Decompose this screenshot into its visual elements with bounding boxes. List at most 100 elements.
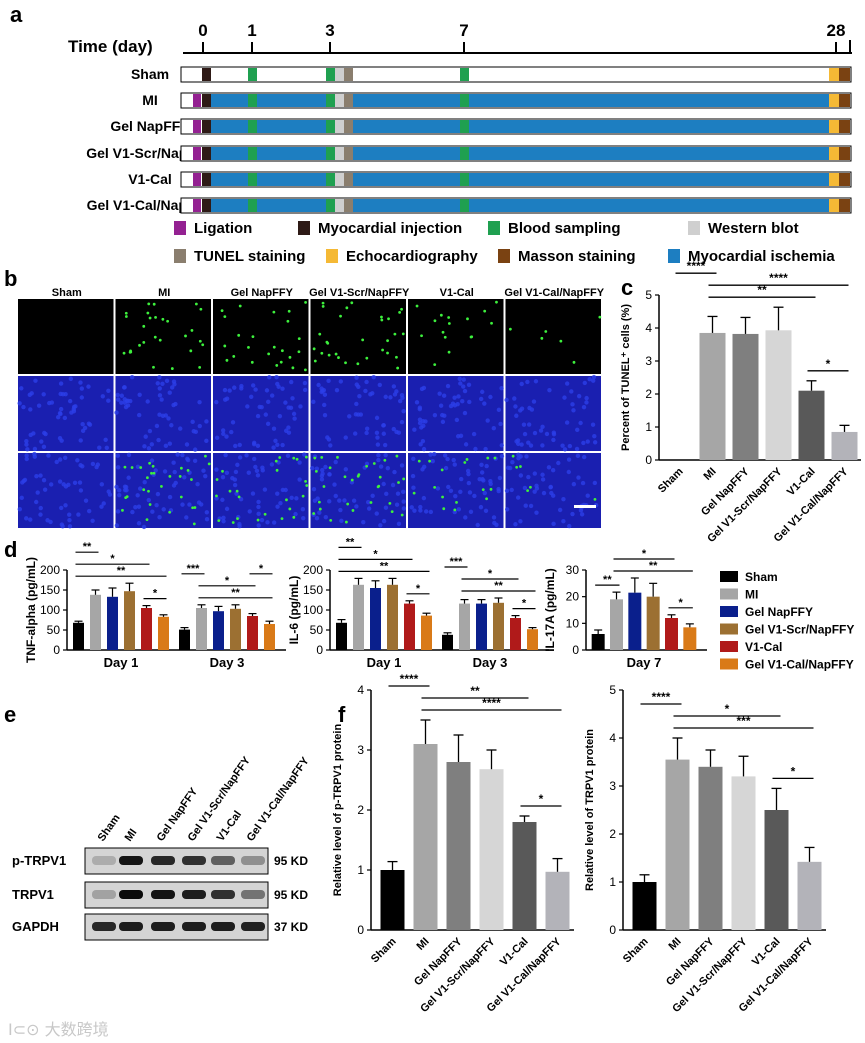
nucleus-dot [322, 392, 328, 397]
x-tick-label: MI [414, 936, 431, 953]
legend-swatch [174, 221, 186, 235]
bar-gel-v1-scr-napffy-day-3 [230, 608, 241, 650]
nucleus-dot [496, 407, 502, 413]
ischemia-segment [211, 120, 829, 133]
nucleus-dot [237, 455, 243, 460]
nucleus-dot [580, 480, 586, 486]
nucleus-dot [485, 418, 490, 423]
panel-a-timeline: a Time (day) 0 1 3 7 28 Sham MI Gel NapFFY Gel … [10, 2, 852, 265]
nucleus-dot [221, 519, 226, 524]
tunel-positive-dot [161, 317, 165, 321]
nucleus-dot [521, 422, 527, 427]
nucleus-dot [25, 447, 30, 452]
nucleus-dot [59, 438, 64, 443]
nucleus-dot [411, 485, 416, 490]
nucleus-dot [401, 499, 406, 504]
tunel-positive-dot [275, 468, 279, 472]
nucleus-dot [564, 420, 570, 425]
timeline-row-v1-cal: V1-Cal [128, 171, 852, 188]
nucleus-dot [351, 498, 357, 503]
bar-gel-v1-cal-napffy-day-1 [158, 616, 169, 650]
tunel-positive-dot [267, 352, 271, 356]
nucleus-dot [106, 388, 111, 394]
nucleus-dot [184, 515, 189, 520]
tunel-positive-dot [160, 485, 163, 488]
bar-v1-cal-day-1 [404, 603, 415, 650]
y-axis-label: IL-6 (pg/mL) [287, 576, 301, 645]
nucleus-dot [256, 511, 261, 517]
nucleus-dot [518, 454, 523, 459]
nucleus-dot [468, 509, 474, 515]
nucleus-dot [143, 434, 148, 439]
bar-sham [632, 882, 657, 930]
nucleus-dot [33, 378, 38, 383]
y-axis: 0 10 20 30 [566, 563, 587, 657]
blot-band [119, 856, 143, 865]
bar-gel-v1-cal-napffy-day-7 [683, 627, 697, 650]
bar-gel-napffy [732, 333, 759, 460]
nucleus-dot [354, 401, 359, 407]
nucleus-dot [265, 520, 270, 525]
nucleus-dot [388, 395, 393, 400]
nucleus-dot [78, 380, 83, 385]
tunel-positive-dot [287, 309, 291, 313]
nucleus-dot [441, 393, 447, 398]
tunel-positive-dot [344, 361, 347, 365]
nucleus-dot [445, 383, 451, 389]
nucleus-dot [460, 399, 465, 404]
nucleus-dot [99, 482, 105, 487]
significance-label: * [522, 598, 527, 610]
tunel-positive-dot [223, 315, 227, 319]
nucleus-dot [28, 517, 33, 522]
tunel-positive-dot [272, 310, 276, 314]
tunel-positive-dot [247, 346, 250, 349]
nucleus-dot [115, 509, 121, 514]
nucleus-dot [333, 493, 338, 499]
echo-segment [829, 173, 839, 186]
significance-label: **** [769, 271, 788, 285]
nucleus-dot [435, 486, 441, 491]
tunel-positive-dot [228, 489, 232, 493]
bar-mi [699, 332, 726, 460]
nucleus-dot [347, 414, 352, 419]
nucleus-dot [538, 428, 544, 433]
bar-v1-cal [798, 390, 825, 460]
nucleus-dot [371, 375, 376, 380]
significance-label: * [373, 548, 378, 560]
nucleus-dot [141, 524, 147, 530]
legend-label: Blood sampling [508, 220, 621, 237]
column-label: Sham [52, 287, 82, 299]
nucleus-dot [514, 413, 519, 418]
nucleus-dot [19, 495, 24, 501]
nucleus-dot [509, 487, 514, 493]
blot-band [92, 890, 116, 899]
nucleus-dot [169, 385, 175, 390]
tunel-positive-dot [301, 494, 305, 498]
nucleus-dot [397, 398, 403, 404]
nucleus-dot [445, 456, 450, 462]
significance-label: * [679, 597, 684, 609]
image-background [18, 376, 114, 451]
y-tick-label: 10 [566, 616, 580, 630]
nucleus-dot [417, 420, 423, 426]
nucleus-dot [453, 493, 458, 499]
echo-segment [829, 120, 839, 133]
tunel-positive-dot [151, 464, 155, 468]
nucleus-dot [401, 506, 407, 511]
nucleus-dot [133, 504, 138, 510]
nucleus-dot [564, 381, 570, 386]
nucleus-dot [544, 431, 550, 437]
tunel-positive-dot [304, 300, 307, 304]
nucleus-dot [532, 430, 538, 436]
bar-v1-cal [764, 810, 789, 930]
nucleus-dot [374, 415, 380, 421]
nucleus-dot [275, 504, 280, 509]
tunel-positive-dot [401, 332, 405, 336]
legend-swatch [720, 571, 738, 582]
nucleus-dot [28, 407, 33, 412]
bar-gel-napffy-day-3 [213, 611, 224, 650]
nucleus-dot [157, 393, 163, 398]
image-cell-gel-napffy-dapi [213, 375, 309, 451]
